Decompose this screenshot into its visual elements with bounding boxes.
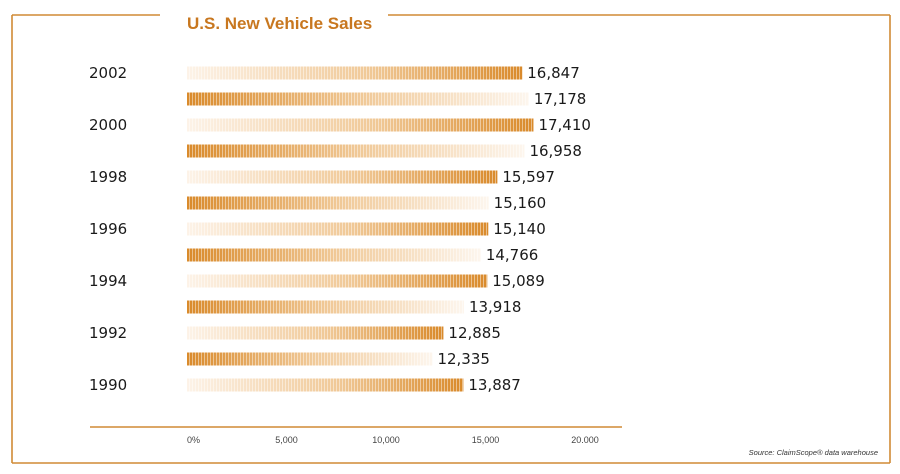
x-tick-label: 15,000 [472, 435, 500, 445]
category-label: 1994 [89, 272, 127, 290]
bar-texture-1996 [187, 222, 489, 236]
bar-texture-2002 [187, 66, 523, 80]
bar-texture-1993 [187, 300, 464, 314]
value-label: 15,160 [494, 194, 546, 212]
value-label: 17,410 [538, 116, 591, 134]
bar-texture-1997 [187, 196, 489, 210]
bar-texture-1994 [187, 274, 488, 288]
x-tick-label: 10,000 [372, 435, 400, 445]
bars-group [187, 66, 534, 392]
value-label: 12,885 [448, 324, 501, 342]
bar-texture-1991 [187, 352, 433, 366]
bar-texture-2000 [187, 118, 534, 132]
category-labels: 2002 2000 1998 1996 1994 1992 1990 [89, 64, 127, 394]
bar-texture-1999 [187, 144, 525, 158]
value-label: 15,140 [493, 220, 546, 238]
value-label: 13,887 [468, 376, 521, 394]
value-label: 17,178 [534, 90, 587, 108]
value-label: 15,089 [492, 272, 545, 290]
category-label: 2000 [89, 116, 127, 134]
bar-texture-1995 [187, 248, 481, 262]
value-labels: 16,847 17,178 17,410 16,958 15,597 15,160 15,1… [437, 64, 590, 394]
bar-texture-1990 [187, 378, 464, 392]
frame-border [11, 14, 891, 464]
source-note: Source: ClaimScope® data warehouse [749, 448, 878, 457]
bar-texture-1998 [187, 170, 498, 184]
x-tick-label: 0% [187, 435, 200, 445]
bar-texture-1992 [187, 326, 444, 340]
bar-texture-2001 [187, 92, 529, 106]
chart-title: U.S. New Vehicle Sales [187, 14, 372, 33]
category-label: 1998 [89, 168, 127, 186]
x-tick-label: 20.000 [571, 435, 599, 445]
value-label: 16,847 [527, 64, 580, 82]
value-label: 16,958 [529, 142, 582, 160]
category-label: 1996 [89, 220, 127, 238]
x-tick-labels: 0% 5,000 10,000 15,000 20.000 [187, 435, 599, 445]
category-label: 1992 [89, 324, 127, 342]
category-label: 2002 [89, 64, 127, 82]
value-label: 13,918 [469, 298, 522, 316]
value-label: 15,597 [502, 168, 555, 186]
value-label: 12,335 [437, 350, 490, 368]
category-label: 1990 [89, 376, 127, 394]
x-tick-label: 5,000 [275, 435, 298, 445]
value-label: 14,766 [486, 246, 538, 264]
